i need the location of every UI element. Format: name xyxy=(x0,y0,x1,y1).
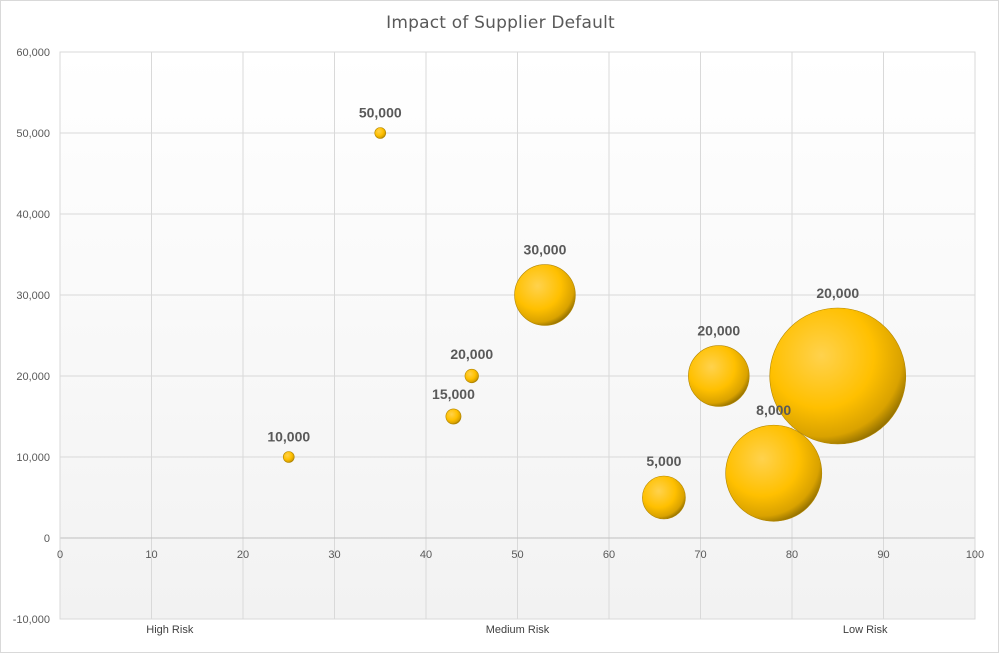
x-tick-label: 30 xyxy=(328,549,340,561)
x-tick-label: 60 xyxy=(603,549,615,561)
x-tick-label: 80 xyxy=(786,549,798,561)
bubble[interactable] xyxy=(514,264,576,326)
grid-lines xyxy=(59,51,976,620)
chart-title: Impact of Supplier Default xyxy=(386,13,615,33)
x-tick-label: 0 xyxy=(57,549,63,561)
y-tick-label: 30,000 xyxy=(16,290,50,302)
bubble[interactable] xyxy=(282,451,295,463)
bubble[interactable] xyxy=(642,475,686,520)
bubble[interactable] xyxy=(374,127,387,139)
y-tick-label: 10,000 xyxy=(16,452,50,464)
data-label: 8,000 xyxy=(756,402,791,418)
data-label: 10,000 xyxy=(267,429,310,445)
x-tick-label: 40 xyxy=(420,549,432,561)
x-tick-label: 50 xyxy=(511,549,523,561)
data-label: 5,000 xyxy=(646,453,681,469)
axes: -10,000 0 10,000 20,000 30,000 40,000 50,000 60… xyxy=(13,47,984,636)
y-tick-label: 50,000 xyxy=(16,128,50,140)
y-tick-label: -10,000 xyxy=(13,614,50,626)
y-tick-label: 60,000 xyxy=(16,47,50,59)
bubble[interactable] xyxy=(445,408,462,425)
bubble[interactable] xyxy=(769,307,907,445)
y-tick-label: 0 xyxy=(44,533,50,545)
data-labels: 10,000 50,000 15,000 20,000 30,000 5,000 20,00… xyxy=(267,105,859,469)
x-tick-label: 70 xyxy=(694,549,706,561)
bubbles xyxy=(282,127,907,522)
data-label: 30,000 xyxy=(524,242,567,258)
data-label: 20,000 xyxy=(450,346,493,362)
data-label: 15,000 xyxy=(432,386,475,402)
category-label: Low Risk xyxy=(843,624,888,636)
y-tick-label: 20,000 xyxy=(16,371,50,383)
category-label: High Risk xyxy=(146,624,194,636)
x-tick-label: 90 xyxy=(877,549,889,561)
plot-border xyxy=(59,51,976,620)
data-label: 50,000 xyxy=(359,105,402,121)
category-label: Medium Risk xyxy=(486,624,550,636)
bubble[interactable] xyxy=(688,345,750,407)
x-tick-label: 100 xyxy=(966,549,984,561)
x-tick-label: 20 xyxy=(237,549,249,561)
data-label: 20,000 xyxy=(816,285,859,301)
x-tick-label: 10 xyxy=(145,549,157,561)
data-label: 20,000 xyxy=(697,323,740,339)
bubble[interactable] xyxy=(725,424,823,522)
y-tick-label: 40,000 xyxy=(16,209,50,221)
bubble[interactable] xyxy=(464,368,479,384)
